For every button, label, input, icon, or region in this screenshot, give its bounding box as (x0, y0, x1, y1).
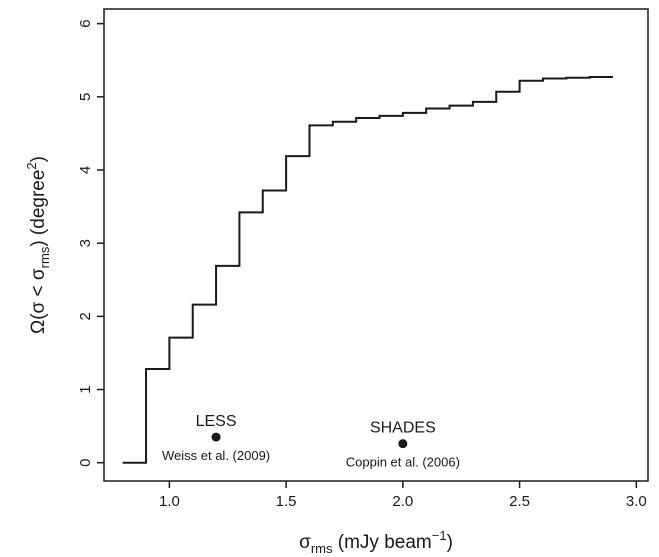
y-axis-title-sub: rms (37, 246, 52, 268)
y-tick-label-2: 2 (77, 312, 94, 320)
annotation-label-0: LESS (196, 413, 237, 430)
annotation-point-0 (211, 432, 221, 442)
x-axis-title-close: ) (447, 532, 453, 553)
annotation-label-1: SHADES (370, 420, 436, 437)
x-axis-title-sub: rms (311, 541, 333, 556)
x-axis-title-symbol: σ (299, 532, 311, 553)
y-axis-title-mid: ) (degree (28, 170, 49, 247)
x-tick-label-3: 2.5 (509, 493, 530, 510)
y-axis-title: Ω(σ < σrms) (degree2) (24, 156, 52, 334)
annotation-sublabel-1: Coppin et al. (2006) (346, 455, 460, 470)
y-axis-title-close: ) (28, 156, 49, 162)
x-axis-title-text: (mJy beam (333, 532, 432, 553)
y-tick-label-0: 0 (77, 459, 94, 467)
y-tick-label-3: 3 (77, 239, 94, 247)
x-axis: 1.0 1.5 2.0 2.5 3.0 (159, 481, 647, 510)
y-axis: 0 1 2 3 4 5 6 (77, 19, 104, 467)
y-axis-title-prefix: Ω(σ < σ (28, 268, 49, 334)
x-tick-label-4: 3.0 (626, 493, 647, 510)
annotation-point-1 (398, 439, 408, 449)
x-tick-label-0: 1.0 (159, 493, 180, 510)
step-line-series (122, 76, 613, 464)
x-tick-label-2: 2.0 (392, 493, 413, 510)
annotations: LESS Weiss et al. (2009) SHADES Coppin et a… (162, 413, 460, 470)
x-axis-title-sup: −1 (432, 528, 447, 543)
y-tick-label-4: 4 (77, 166, 94, 174)
y-tick-label-6: 6 (77, 19, 94, 27)
plot-frame (103, 8, 649, 482)
y-tick-label-5: 5 (77, 93, 94, 101)
y-tick-label-1: 1 (77, 385, 94, 393)
y-axis-title-sup: 2 (24, 162, 39, 169)
x-axis-title: σrms (mJy beam−1) (299, 528, 453, 556)
annotation-sublabel-0: Weiss et al. (2009) (162, 448, 270, 463)
x-tick-label-1: 1.5 (276, 493, 297, 510)
